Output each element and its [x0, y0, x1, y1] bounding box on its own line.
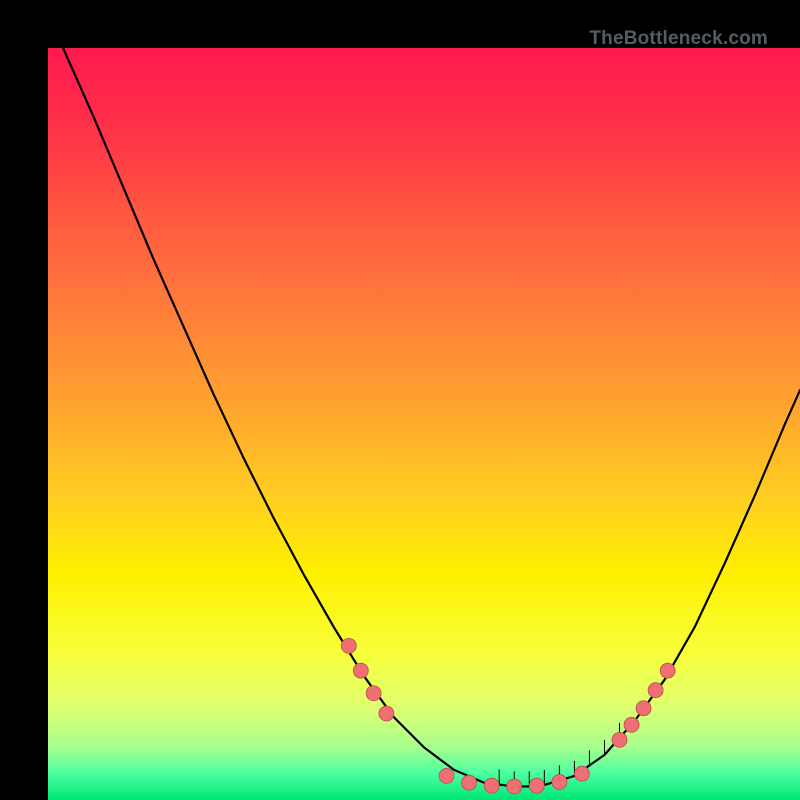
data-marker: [660, 663, 675, 678]
data-marker: [379, 706, 394, 721]
chart-frame: TheBottleneck.com: [0, 0, 800, 800]
data-marker: [353, 663, 368, 678]
data-marker: [484, 778, 499, 793]
data-marker: [574, 766, 589, 781]
data-marker: [612, 732, 627, 747]
data-marker: [624, 717, 639, 732]
watermark-label: TheBottleneck.com: [589, 28, 768, 50]
data-marker: [439, 768, 454, 783]
data-marker: [341, 638, 356, 653]
bottleneck-chart: [48, 48, 800, 800]
data-marker: [462, 775, 477, 790]
data-marker: [552, 774, 567, 789]
plot-background: [48, 48, 800, 800]
data-marker: [366, 686, 381, 701]
data-marker: [648, 683, 663, 698]
data-marker: [529, 778, 544, 793]
chart-svg: [48, 48, 800, 800]
data-marker: [636, 701, 651, 716]
data-marker: [507, 779, 522, 794]
